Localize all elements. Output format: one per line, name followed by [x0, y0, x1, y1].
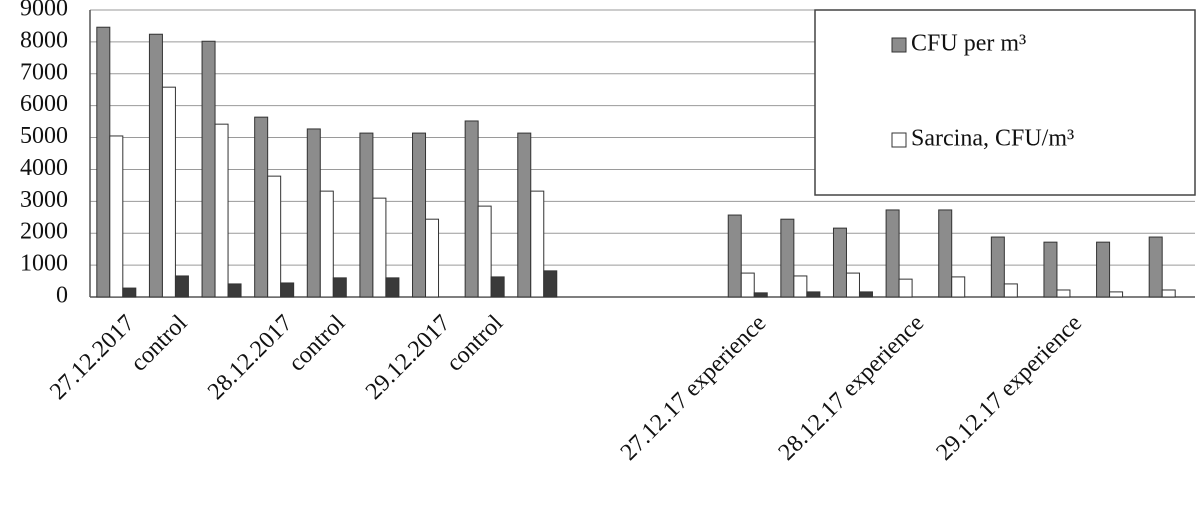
x-tick-label: control	[442, 310, 509, 377]
bar	[1148, 236, 1163, 298]
bar	[517, 132, 532, 298]
bar	[306, 128, 321, 298]
y-tick-label: 2000	[20, 219, 68, 245]
y-tick-label: 6000	[20, 91, 68, 117]
bar	[1003, 283, 1018, 298]
bar	[477, 205, 492, 298]
bar	[412, 132, 427, 298]
bar	[280, 282, 295, 298]
bar	[832, 227, 847, 298]
bar	[359, 132, 374, 298]
bar	[1109, 291, 1124, 298]
bar	[793, 275, 808, 298]
bar	[1043, 241, 1058, 298]
y-tick-label: 7000	[20, 59, 68, 85]
bar	[214, 123, 229, 298]
bar	[951, 276, 966, 298]
bar	[898, 278, 913, 298]
bar	[1056, 289, 1071, 298]
bar	[319, 190, 334, 298]
x-tick-label: 29.12.17 experience	[932, 310, 1088, 466]
bar	[530, 190, 545, 298]
x-tick-label: 28.12.17 experience	[774, 310, 930, 466]
y-tick-label: 0	[56, 283, 68, 309]
bar	[385, 277, 400, 298]
y-tick-label: 9000	[20, 0, 68, 22]
y-tick-label: 3000	[20, 187, 68, 213]
bar	[109, 135, 124, 298]
bar	[161, 86, 176, 298]
bar	[806, 291, 821, 298]
bar	[727, 214, 742, 298]
x-tick-label: 27.12.17 experience	[616, 310, 772, 466]
bar	[543, 270, 558, 298]
legend-swatch	[891, 37, 907, 53]
y-tick-label: 4000	[20, 155, 68, 181]
bar	[425, 218, 440, 298]
y-tick-label: 1000	[20, 251, 68, 277]
bar	[227, 283, 242, 298]
bar	[1096, 241, 1111, 298]
bar	[174, 275, 189, 298]
bar	[1161, 289, 1176, 298]
bar	[990, 236, 1005, 298]
legend-label: Sarcina, CFU/m³	[911, 126, 1074, 152]
bar	[780, 218, 795, 298]
bar	[938, 209, 953, 298]
bar	[96, 26, 111, 298]
bar	[122, 287, 137, 298]
bar	[267, 175, 282, 298]
bar	[201, 40, 216, 298]
y-tick-label: 5000	[20, 123, 68, 149]
y-tick-label: 8000	[20, 27, 68, 53]
bar	[753, 292, 768, 298]
bar	[332, 277, 347, 298]
bar	[845, 272, 860, 298]
x-tick-label: control	[126, 310, 193, 377]
bar	[740, 272, 755, 298]
x-tick-label: control	[284, 310, 351, 377]
bar	[490, 276, 505, 298]
legend-box	[814, 9, 1196, 196]
bar	[148, 33, 163, 298]
legend-swatch	[891, 132, 907, 148]
bar	[254, 116, 269, 298]
bar	[372, 197, 387, 298]
bar	[464, 120, 479, 298]
legend-label: CFU per m³	[911, 31, 1026, 57]
bar	[885, 209, 900, 298]
bar	[858, 291, 873, 298]
